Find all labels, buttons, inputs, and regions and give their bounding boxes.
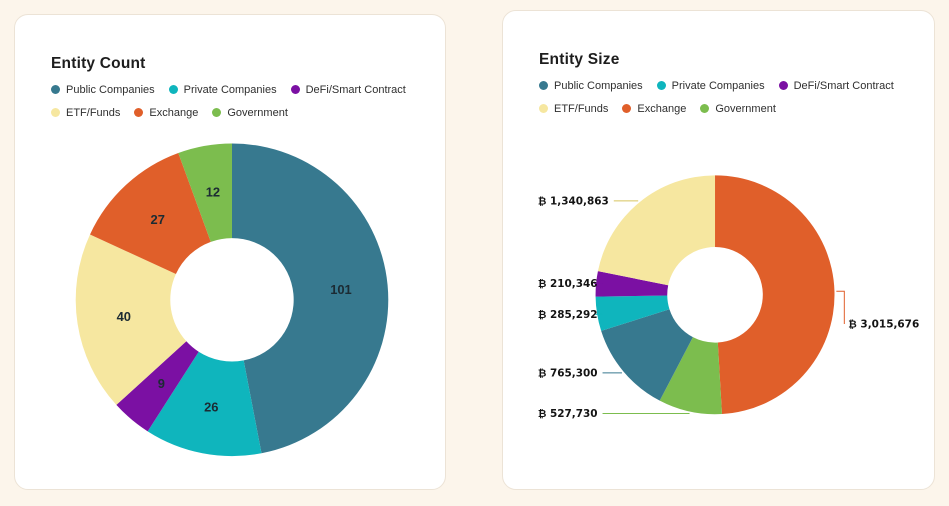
legend-label: Public Companies [66, 83, 155, 96]
legend-dot-icon [134, 108, 144, 117]
slice-value-label: 101 [330, 282, 352, 297]
legend-label: DeFi/Smart Contract [305, 83, 406, 96]
donut-segment-government[interactable] [659, 337, 722, 415]
legend-label: Exchange [637, 102, 687, 115]
donut-segment-government[interactable] [178, 143, 232, 242]
legend-dot-icon [778, 81, 788, 90]
donut-segment-etf-funds[interactable] [75, 234, 187, 405]
donut-segment-defi-smart-contract[interactable] [595, 271, 669, 297]
entity-size-card: Entity Size Public Companies Private Com… [502, 10, 935, 490]
legend-item-exchange: Exchange [134, 106, 198, 119]
legend-item-government: Government [212, 106, 288, 119]
legend-label: DeFi/Smart Contract [793, 79, 894, 92]
legend-label: Exchange [149, 106, 199, 119]
legend-label: ETF/Funds [66, 106, 121, 119]
legend-dot-icon [51, 108, 60, 117]
legend-item-defi-smart-contract: DeFi/Smart Contract [290, 83, 406, 96]
legend-item-private-companies: Private Companies [656, 79, 765, 92]
legend-item-exchange: Exchange [622, 102, 686, 115]
callout-line-exchange [836, 290, 845, 325]
donut-segment-exchange[interactable] [715, 175, 835, 415]
donut-segment-defi-smart-contract[interactable] [116, 341, 199, 432]
callout-value-label: ₿ 3,015,676 [848, 319, 919, 331]
legend-dot-icon [51, 85, 60, 94]
entity-count-title: Entity Count [51, 55, 146, 72]
legend-dot-icon [656, 81, 666, 90]
callout-value-label: ₿ 1,340,863 [538, 195, 609, 207]
legend-item-defi-smart-contract: DeFi/Smart Contract [778, 79, 894, 92]
callout-value-label: ₿ 527,730 [538, 408, 598, 420]
legend-label: Public Companies [554, 79, 643, 92]
legend-dot-icon [700, 104, 710, 113]
legend-item-public-companies: Public Companies [539, 79, 643, 92]
legend-dot-icon [539, 104, 548, 113]
slice-value-label: 9 [158, 376, 165, 391]
entity-count-legend: Public Companies Private Companies DeFi/… [51, 83, 431, 119]
legend-item-public-companies: Public Companies [51, 83, 155, 96]
entity-size-legend: Public Companies Private Companies DeFi/… [539, 79, 919, 115]
legend-label: Private Companies [183, 83, 277, 96]
callout-value-label: ₿ 210,346 [538, 278, 598, 290]
entity-size-donut-chart: ₿ 3,015,676 ₿ 527,730 ₿ 765,300 ₿ 285,292 ₿ … [538, 175, 919, 420]
donut-segment-public-companies[interactable] [231, 143, 389, 454]
legend-dot-icon [622, 104, 632, 113]
legend-label: Private Companies [671, 79, 765, 92]
callout-value-label: ₿ 765,300 [538, 367, 598, 379]
legend-dot-icon [539, 81, 548, 90]
donut-segment-etf-funds[interactable] [597, 175, 716, 286]
slice-value-label: 12 [206, 184, 220, 199]
slice-value-label: 40 [117, 309, 131, 324]
donut-segment-private-companies[interactable] [147, 351, 262, 457]
entity-count-card: Entity Count Public Companies Private Co… [14, 14, 446, 490]
legend-label: Government [715, 102, 776, 115]
callout-value-label: ₿ 285,292 [538, 309, 598, 321]
entity-size-title: Entity Size [539, 51, 620, 68]
legend-item-etf-funds: ETF/Funds [539, 102, 608, 115]
legend-dot-icon [168, 85, 178, 94]
legend-label: ETF/Funds [554, 102, 609, 115]
slice-value-label: 26 [204, 400, 218, 415]
legend-item-etf-funds: ETF/Funds [51, 106, 120, 119]
donut-segment-private-companies[interactable] [595, 295, 670, 331]
donut-segment-exchange[interactable] [90, 153, 211, 274]
slice-value-label: 27 [151, 212, 165, 227]
legend-dot-icon [290, 85, 300, 94]
legend-dot-icon [212, 108, 222, 117]
legend-item-private-companies: Private Companies [168, 83, 277, 96]
legend-label: Government [227, 106, 288, 119]
donut-segment-public-companies[interactable] [601, 309, 693, 401]
legend-item-government: Government [700, 102, 776, 115]
entity-count-donut-chart: 101 26 9 40 27 12 [75, 143, 389, 457]
